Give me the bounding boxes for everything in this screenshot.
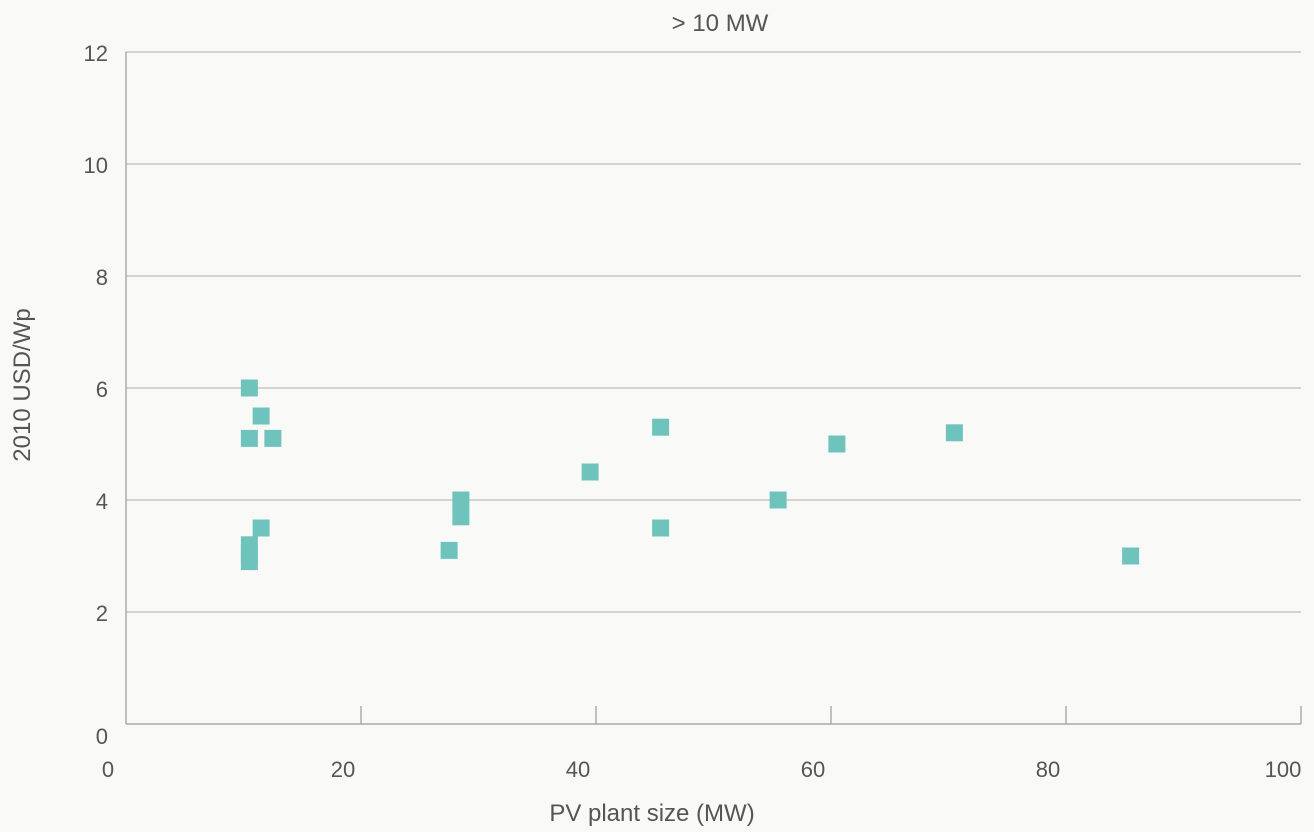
- y-tick-label: 4: [96, 489, 108, 514]
- data-point: [1122, 547, 1140, 565]
- data-point: [945, 424, 963, 442]
- data-point: [240, 429, 258, 447]
- y-tick-label: 12: [84, 41, 108, 66]
- data-point: [252, 519, 270, 537]
- y-tick-label: 10: [84, 153, 108, 178]
- data-point: [240, 553, 258, 571]
- y-axis-title: 2010 USD/Wp: [9, 308, 36, 461]
- y-tick-label: 8: [96, 265, 108, 290]
- x-tick-label: 60: [801, 757, 825, 782]
- data-point: [264, 429, 282, 447]
- data-points: [240, 379, 1140, 571]
- x-axis-title: PV plant size (MW): [549, 800, 754, 827]
- data-point: [452, 508, 470, 526]
- data-point: [252, 407, 270, 425]
- x-tick-label: 100: [1265, 757, 1302, 782]
- x-tick-label: 40: [566, 757, 590, 782]
- axes: [125, 52, 1302, 725]
- y-tick-label: 6: [96, 377, 108, 402]
- data-point: [452, 491, 470, 509]
- data-point: [769, 491, 787, 509]
- x-tick-label: 20: [331, 757, 355, 782]
- data-point: [652, 519, 670, 537]
- data-point: [652, 418, 670, 436]
- data-point: [240, 379, 258, 397]
- gridlines: [126, 51, 1301, 613]
- y-tick-label: 0: [96, 724, 108, 749]
- x-tick-label: 80: [1036, 757, 1060, 782]
- data-point: [828, 435, 846, 453]
- chart-title: > 10 MW: [672, 10, 769, 37]
- data-point: [440, 541, 458, 559]
- y-tick-label: 2: [96, 601, 108, 626]
- tick-labels: 0 2 4 6 8 10 12 0 20 40 60 80 100: [84, 41, 1302, 782]
- x-tick-label: 0: [102, 757, 114, 782]
- data-point: [581, 463, 599, 481]
